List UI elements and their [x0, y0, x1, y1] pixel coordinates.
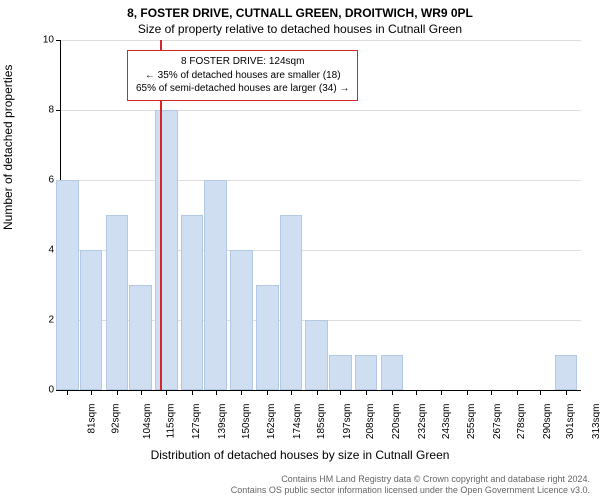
footer-line1: Contains HM Land Registry data © Crown c…	[231, 474, 590, 485]
histogram-bar	[106, 215, 128, 390]
histogram-bar	[381, 355, 403, 390]
xtick-label: 174sqm	[292, 404, 303, 440]
xtick-mark	[392, 390, 393, 395]
histogram-bar	[129, 285, 151, 390]
xtick-label: 197sqm	[342, 404, 353, 440]
xtick-label: 208sqm	[365, 404, 376, 440]
xtick-mark	[540, 390, 541, 395]
xtick-mark	[141, 390, 142, 395]
histogram-bar	[80, 250, 102, 390]
xtick-label: 220sqm	[391, 404, 402, 440]
xtick-mark	[566, 390, 567, 395]
annotation-line2: ← 35% of detached houses are smaller (18…	[136, 69, 349, 83]
xtick-label: 104sqm	[142, 404, 153, 440]
xtick-mark	[216, 390, 217, 395]
xtick-mark	[366, 390, 367, 395]
histogram-bar	[56, 180, 78, 390]
xtick-mark	[416, 390, 417, 395]
xtick-mark	[166, 390, 167, 395]
xtick-label: 313sqm	[591, 404, 600, 440]
title-sub: Size of property relative to detached ho…	[0, 22, 600, 36]
ytick-label: 10	[43, 35, 54, 46]
xtick-label: 185sqm	[316, 404, 327, 440]
xtick-mark	[241, 390, 242, 395]
ytick-mark	[56, 40, 61, 41]
gridline	[61, 180, 581, 181]
gridline	[61, 110, 581, 111]
xtick-label: 92sqm	[111, 404, 122, 434]
xtick-mark	[192, 390, 193, 395]
x-axis-label: Distribution of detached houses by size …	[0, 448, 600, 462]
gridline	[61, 250, 581, 251]
xtick-label: 162sqm	[267, 404, 278, 440]
ytick-mark	[56, 110, 61, 111]
xtick-label: 278sqm	[516, 404, 527, 440]
xtick-mark	[117, 390, 118, 395]
footer-line2: Contains OS public sector information li…	[231, 485, 590, 496]
xtick-mark	[441, 390, 442, 395]
histogram-bar	[155, 110, 177, 390]
xtick-label: 232sqm	[417, 404, 428, 440]
histogram-bar	[256, 285, 278, 390]
histogram-bar	[204, 180, 226, 390]
chart-container: 8, FOSTER DRIVE, CUTNALL GREEN, DROITWIC…	[0, 0, 600, 500]
histogram-bar	[329, 355, 351, 390]
xtick-label: 290sqm	[542, 404, 553, 440]
ytick-label: 2	[48, 315, 54, 326]
ytick-label: 0	[48, 385, 54, 396]
y-axis-label: Number of detached properties	[1, 65, 15, 230]
xtick-mark	[267, 390, 268, 395]
xtick-mark	[317, 390, 318, 395]
annotation-line3: 65% of semi-detached houses are larger (…	[136, 82, 349, 96]
xtick-label: 81sqm	[87, 404, 98, 434]
ytick-mark	[56, 390, 61, 391]
title-main: 8, FOSTER DRIVE, CUTNALL GREEN, DROITWIC…	[0, 6, 600, 20]
xtick-mark	[467, 390, 468, 395]
xtick-mark	[491, 390, 492, 395]
xtick-label: 115sqm	[165, 404, 176, 439]
ytick-label: 8	[48, 105, 54, 116]
annotation-line1: 8 FOSTER DRIVE: 124sqm	[136, 55, 349, 69]
xtick-mark	[340, 390, 341, 395]
annotation-box: 8 FOSTER DRIVE: 124sqm ← 35% of detached…	[127, 50, 358, 101]
xtick-mark	[91, 390, 92, 395]
gridline	[61, 40, 581, 41]
histogram-bar	[181, 215, 203, 390]
histogram-bar	[305, 320, 327, 390]
xtick-label: 267sqm	[492, 404, 503, 440]
xtick-label: 150sqm	[241, 404, 252, 440]
histogram-bar	[555, 355, 577, 390]
xtick-mark	[67, 390, 68, 395]
xtick-label: 139sqm	[217, 404, 228, 440]
xtick-label: 301sqm	[565, 404, 576, 440]
footer-attribution: Contains HM Land Registry data © Crown c…	[231, 474, 590, 497]
xtick-label: 243sqm	[441, 404, 452, 440]
xtick-mark	[517, 390, 518, 395]
ytick-label: 4	[48, 245, 54, 256]
xtick-mark	[291, 390, 292, 395]
xtick-label: 127sqm	[191, 404, 202, 440]
histogram-bar	[280, 215, 302, 390]
histogram-bar	[230, 250, 252, 390]
xtick-label: 255sqm	[466, 404, 477, 440]
ytick-label: 6	[48, 175, 54, 186]
histogram-bar	[355, 355, 377, 390]
